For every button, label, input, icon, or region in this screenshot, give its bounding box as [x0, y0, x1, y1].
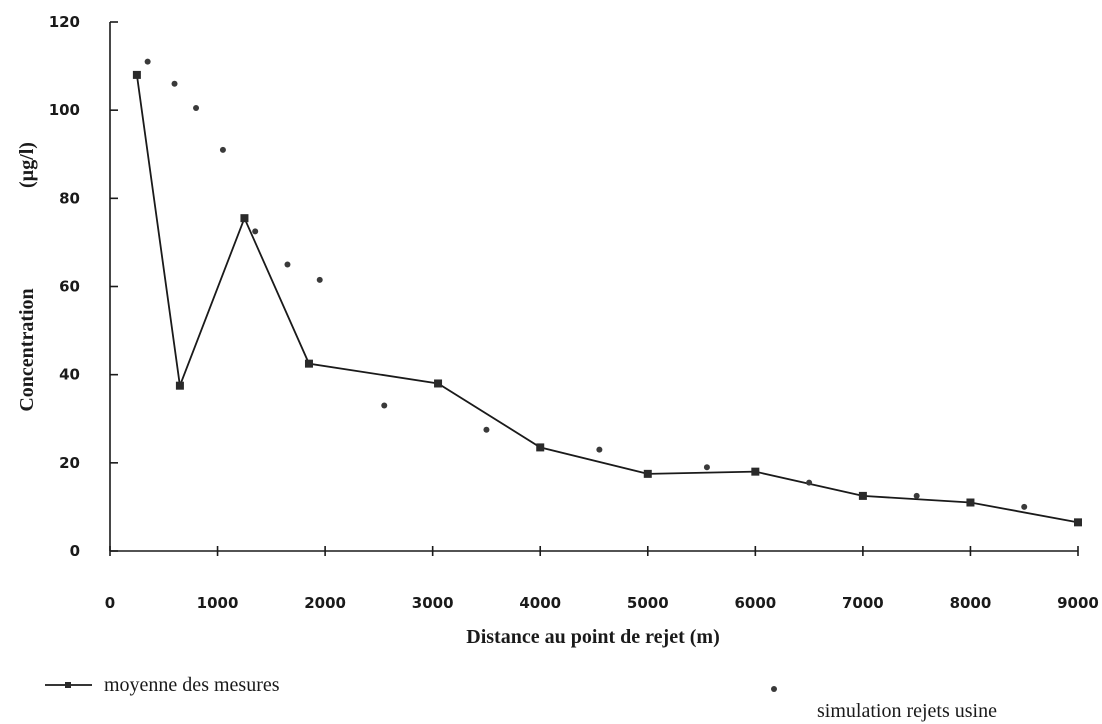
measure-point [304, 359, 313, 368]
simulation-point [171, 80, 178, 87]
x-tick-label: 9000 [1057, 594, 1099, 612]
simulation-point [1021, 503, 1028, 510]
y-tick-label: 0 [70, 542, 80, 560]
x-tick-label: 0 [105, 594, 115, 612]
simulation-point [144, 58, 151, 65]
measure-point [434, 379, 443, 388]
legend-label-simulation: simulation rejets usine [817, 700, 997, 722]
y-tick-label: 120 [49, 13, 80, 31]
measure-point [858, 491, 867, 500]
legend-square-symbol [65, 682, 71, 688]
legend-item-measures: moyenne des mesures [45, 674, 280, 696]
y-axis-title-group: Concentration (µg/l) [16, 142, 38, 412]
simulation-point [219, 146, 226, 153]
simulation-point [193, 104, 200, 111]
y-tick-label: 40 [59, 366, 80, 384]
measure-point [536, 443, 545, 452]
legend-label-measures: moyenne des mesures [104, 674, 280, 696]
y-tick-label: 80 [59, 189, 80, 207]
x-tick-label: 6000 [734, 594, 776, 612]
legend: moyenne des mesures simulation rejets us… [45, 674, 997, 722]
measure-point [1074, 518, 1082, 527]
axes [109, 22, 1078, 552]
series-line-measures [135, 74, 1079, 524]
simulation-point [806, 479, 813, 486]
x-axis-title: Distance au point de rejet (m) [466, 626, 719, 648]
x-tick-label: 4000 [519, 594, 561, 612]
y-tick-label: 20 [59, 454, 80, 472]
y-tick-label: 60 [59, 278, 80, 296]
measure-point [643, 469, 652, 478]
y-tick-label: 100 [49, 101, 80, 119]
simulation-point [596, 446, 603, 453]
simulation-point [284, 261, 291, 268]
simulation-point [381, 402, 388, 409]
y-axis-ticks: 0 20 40 60 80 100 120 [49, 13, 118, 560]
simulation-point [252, 228, 259, 235]
simulation-point [703, 464, 710, 471]
x-tick-label: 8000 [950, 594, 992, 612]
measure-point [240, 214, 249, 223]
measure-point [175, 381, 184, 390]
x-axis-ticks: 0 1000 2000 3000 4000 5000 6000 7000 8000 9000 [105, 546, 1099, 612]
y-axis-title: Concentration [16, 288, 38, 411]
x-tick-label: 7000 [842, 594, 884, 612]
measure-point [966, 498, 975, 507]
simulation-point [483, 426, 490, 433]
series-layer [132, 58, 1082, 527]
simulation-point [913, 492, 920, 499]
measure-point [132, 70, 141, 79]
x-tick-label: 3000 [412, 594, 454, 612]
x-tick-label: 5000 [627, 594, 669, 612]
simulation-point [316, 276, 323, 283]
y-axis-unit: (µg/l) [16, 142, 38, 188]
legend-item-simulation: simulation rejets usine [771, 686, 997, 722]
x-tick-label: 1000 [197, 594, 239, 612]
legend-dot-symbol [771, 686, 777, 692]
measure-point [751, 467, 760, 476]
x-tick-label: 2000 [304, 594, 346, 612]
